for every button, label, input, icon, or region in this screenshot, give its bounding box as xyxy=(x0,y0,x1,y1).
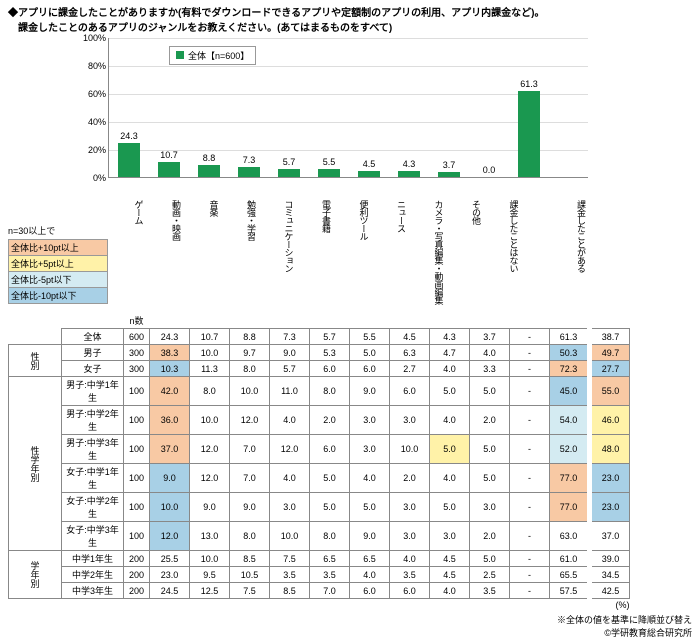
y-tick: 80% xyxy=(88,61,106,71)
bar xyxy=(278,169,300,177)
bar-label: 61.3 xyxy=(520,79,538,89)
y-tick: 100% xyxy=(83,33,106,43)
legend: 全体【n=600】 xyxy=(169,46,256,65)
bar xyxy=(438,172,460,177)
bar-chart: 0%20%40%60%80%100% 全体【n=600】 24.310.78.8… xyxy=(108,38,588,198)
bar xyxy=(238,167,260,177)
bar-label: 0.0 xyxy=(483,165,496,175)
threshold-legend: n=30以上で 全体比+10pt以上全体比+5pt以上全体比-5pt以下全体比-… xyxy=(8,224,108,303)
bar-label: 4.3 xyxy=(403,159,416,169)
y-tick: 40% xyxy=(88,117,106,127)
bar xyxy=(398,171,420,177)
bar-label: 24.3 xyxy=(120,131,138,141)
bar xyxy=(118,143,140,177)
footer: ※全体の値を基準に降順並び替え ©学研教育総合研究所 xyxy=(8,613,692,639)
bar-label: 7.3 xyxy=(243,155,256,165)
bar-label: 5.7 xyxy=(283,157,296,167)
title: ◆アプリに課金したことがありますか(有料でダウンロードできるアプリや定額制のアプ… xyxy=(8,4,692,34)
y-tick: 0% xyxy=(93,173,106,183)
bar-label: 5.5 xyxy=(323,157,336,167)
category-labels: ゲーム動画・映画音楽勉強・学習コミュニケーション電子書籍便利ツールニュースカメラ… xyxy=(108,198,588,313)
bar xyxy=(518,91,540,177)
bar xyxy=(318,169,340,177)
bar-label: 3.7 xyxy=(443,160,456,170)
bar-label: 8.8 xyxy=(203,153,216,163)
bar xyxy=(158,162,180,177)
bar-label: 10.7 xyxy=(160,150,178,160)
bar xyxy=(198,165,220,177)
data-table: n数全体60024.310.78.87.35.75.54.54.33.7-61.… xyxy=(8,313,630,611)
bar xyxy=(358,171,380,177)
y-tick: 20% xyxy=(88,145,106,155)
bar-label: 4.5 xyxy=(363,159,376,169)
y-tick: 60% xyxy=(88,89,106,99)
